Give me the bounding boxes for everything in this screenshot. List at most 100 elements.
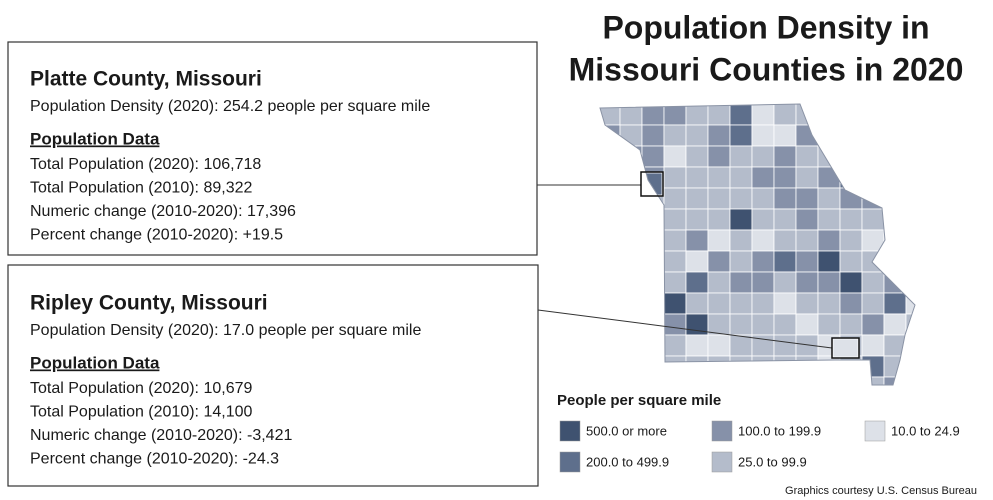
legend-swatch [559, 451, 581, 473]
county-shape [795, 229, 819, 252]
county-shape [861, 208, 885, 231]
county-shape [619, 208, 643, 231]
county-shape [663, 334, 687, 357]
county-shape [817, 229, 841, 252]
county-shape [729, 292, 753, 315]
county-shape [729, 187, 753, 210]
data-row: Total Population (2020): 106,718 [30, 156, 261, 173]
county-shape [729, 166, 753, 189]
county-shape [817, 355, 841, 378]
county-shape [600, 145, 621, 168]
county-shape [817, 104, 841, 126]
county-shape [773, 124, 797, 147]
county-shape [685, 250, 709, 273]
county-shape [773, 355, 797, 378]
county-shape [817, 166, 841, 189]
county-shape [707, 208, 731, 231]
credit: Graphics courtesy U.S. Census Bureau [785, 485, 977, 497]
county-shape [663, 271, 687, 294]
legend-label: 10.0 to 24.9 [891, 423, 960, 438]
county-shape [883, 208, 907, 231]
county-shape [685, 271, 709, 294]
county-shape [905, 376, 915, 385]
county-shape [641, 145, 665, 168]
county-shape [663, 292, 687, 315]
county-shape [751, 250, 775, 273]
county-shape [663, 229, 687, 252]
county-shape [751, 229, 775, 252]
county-shape [883, 271, 907, 294]
county-shape [839, 313, 863, 336]
county-shape [817, 376, 841, 385]
county-shape [729, 376, 753, 385]
state-outline [599, 103, 916, 386]
title-line: Missouri Counties in 2020 [569, 51, 964, 87]
legend-swatch [559, 420, 581, 442]
county-shape [883, 229, 907, 252]
county-shape [861, 355, 885, 378]
county-shape [707, 313, 731, 336]
county-shape [839, 104, 863, 126]
county-shape [729, 334, 753, 357]
county-shape [707, 250, 731, 273]
county-shape [883, 355, 907, 378]
county-shape [839, 124, 863, 147]
county-shape [641, 271, 665, 294]
county-shape [729, 145, 753, 168]
county-box [7, 41, 538, 256]
county-shape [685, 124, 709, 147]
county-shape [729, 124, 753, 147]
county-shape [619, 124, 643, 147]
county-shape [905, 313, 915, 336]
county-shape [707, 292, 731, 315]
county-shape [707, 187, 731, 210]
county-shape [817, 187, 841, 210]
county-shape [641, 229, 665, 252]
county-shape [600, 187, 621, 210]
title-line: Population Density in [602, 9, 929, 45]
county-shape [707, 334, 731, 357]
county-shape [773, 271, 797, 294]
county-shape [861, 145, 885, 168]
county-shape [685, 292, 709, 315]
county-shape [663, 187, 687, 210]
county-shape [773, 313, 797, 336]
county-shape [839, 166, 863, 189]
county-shape [641, 355, 665, 378]
data-row: Percent change (2010-2020): +19.5 [30, 227, 283, 244]
data-row: Total Population (2010): 89,322 [30, 180, 252, 197]
legend-swatch [711, 420, 733, 442]
county-shape [773, 376, 797, 385]
county-shape [641, 334, 665, 357]
county-shape [839, 250, 863, 273]
county-shape [729, 250, 753, 273]
county-shape [861, 313, 885, 336]
county-shape [600, 208, 621, 231]
county-shape [619, 313, 643, 336]
county-shape [619, 334, 643, 357]
county-shape [685, 104, 709, 126]
county-box [7, 264, 539, 487]
county-shape [905, 250, 915, 273]
county-shape [861, 292, 885, 315]
county-name: Platte County, Missouri [30, 68, 262, 91]
county-shape [663, 145, 687, 168]
county-shape [600, 292, 621, 315]
county-shape [883, 376, 907, 385]
county-shape [619, 250, 643, 273]
county-shape [773, 334, 797, 357]
county-shape [751, 145, 775, 168]
county-shape [883, 166, 907, 189]
county-shape [600, 334, 621, 357]
county-shape [905, 334, 915, 357]
county-shape [707, 124, 731, 147]
county-shape [707, 145, 731, 168]
county-shape [707, 229, 731, 252]
county-shape [707, 166, 731, 189]
county-shape [729, 208, 753, 231]
county-shape [883, 292, 907, 315]
county-shape [883, 124, 907, 147]
county-shape [685, 145, 709, 168]
county-shape [839, 292, 863, 315]
county-shape [817, 124, 841, 147]
